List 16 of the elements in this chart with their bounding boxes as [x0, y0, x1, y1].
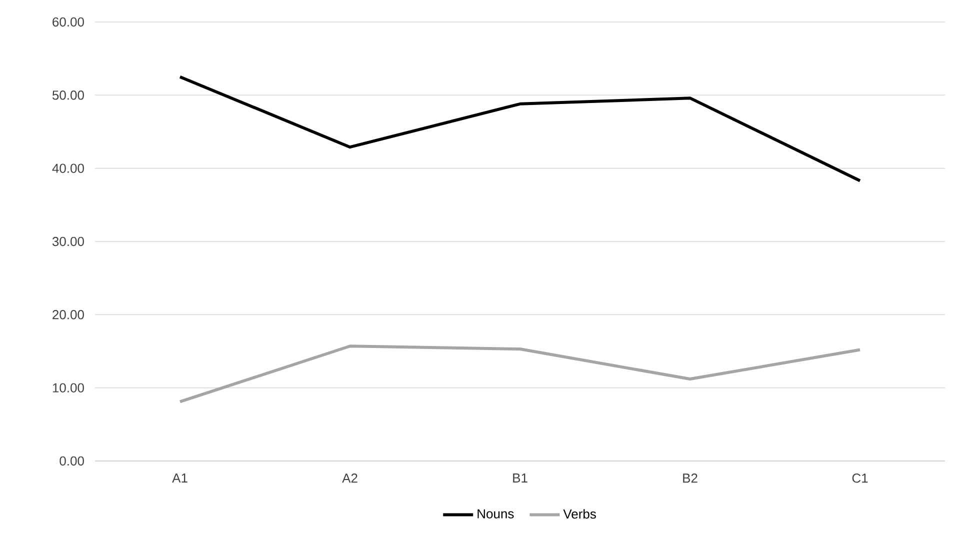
- x-tick-label: B2: [683, 474, 698, 483]
- x-tick-label: C1: [852, 474, 868, 483]
- y-tick-label: 20.00: [52, 310, 84, 320]
- y-tick-label: 0.00: [60, 456, 84, 466]
- y-tick-label: 60.00: [52, 17, 84, 27]
- y-tick-label: 30.00: [52, 236, 84, 246]
- x-tick-label: B1: [513, 474, 528, 482]
- y-tick-label: 10.00: [52, 383, 84, 392]
- line-series: [178, 75, 862, 182]
- y-tick-label: 40.00: [52, 164, 84, 173]
- legend-label: Verbs: [563, 509, 596, 519]
- x-tick-label: A1: [172, 474, 188, 482]
- legend-label: Nouns: [478, 509, 514, 518]
- y-tick-label: 50.00: [52, 90, 84, 100]
- x-tick-label: A2: [342, 474, 358, 483]
- line-series: [178, 344, 862, 404]
